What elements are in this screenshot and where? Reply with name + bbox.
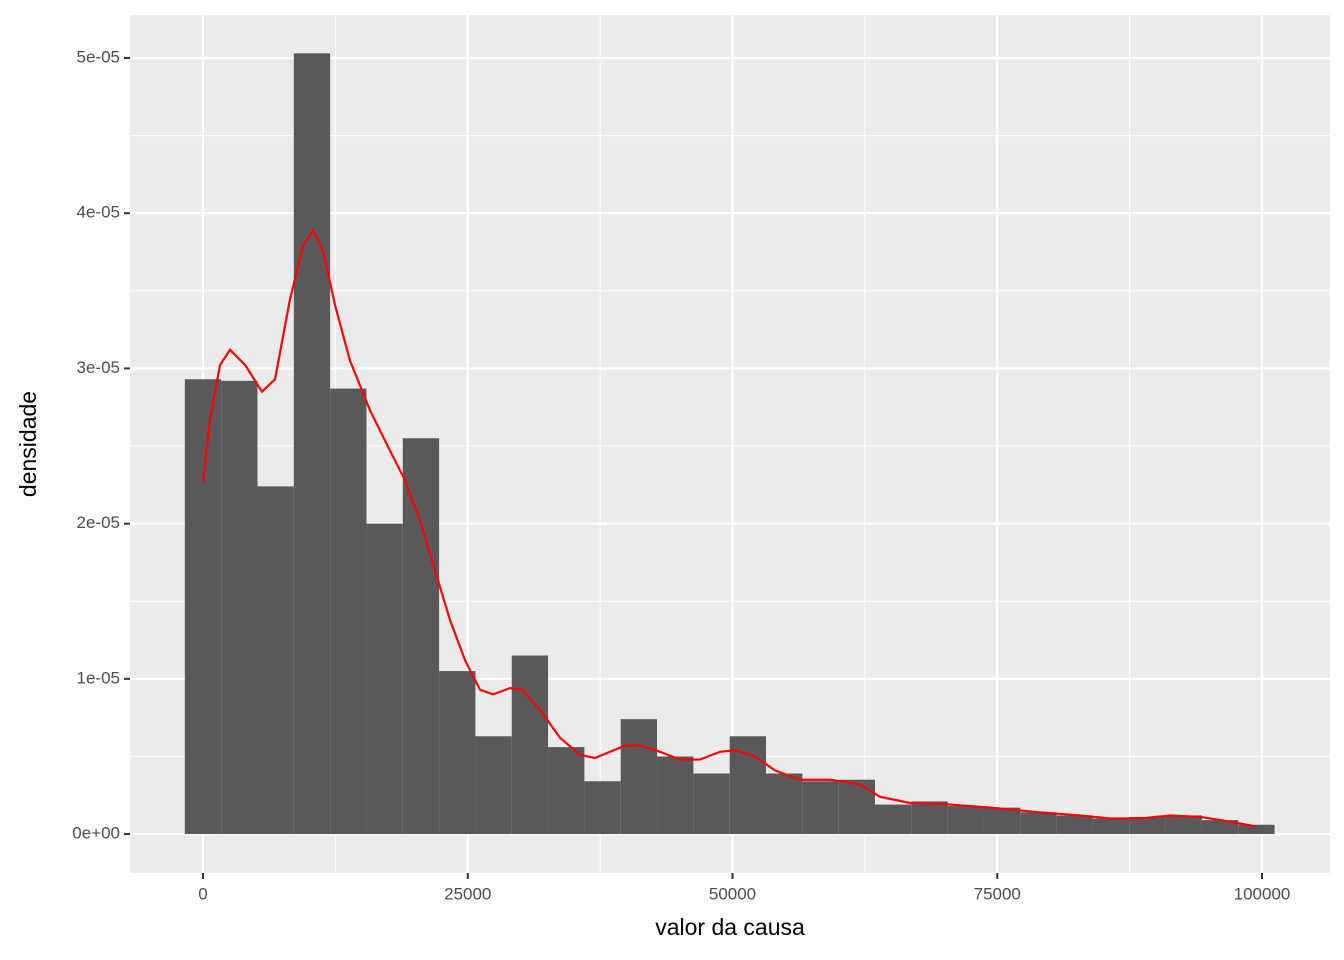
x-axis-title: valor da causa (655, 914, 805, 940)
bar (729, 736, 767, 835)
bar (1201, 820, 1239, 835)
bar (983, 807, 1021, 835)
bar (766, 773, 803, 835)
y-axis-title: densidade (15, 391, 41, 497)
x-tick-label: 100000 (1234, 884, 1291, 903)
bar (257, 486, 294, 835)
bar (402, 438, 440, 835)
bar (330, 388, 367, 835)
y-tick-label: 4e-05 (77, 203, 120, 222)
marks (184, 53, 1275, 835)
bar (293, 53, 331, 835)
x-tick-label: 50000 (709, 884, 756, 903)
bar (693, 773, 730, 835)
bar (874, 804, 912, 835)
x-tick-label: 25000 (444, 884, 491, 903)
bar (1056, 815, 1093, 835)
bar (475, 736, 512, 835)
bar (221, 380, 258, 835)
y-tick-label: 1e-05 (77, 668, 120, 687)
x-tick-label: 0 (198, 884, 207, 903)
bar (1129, 816, 1166, 835)
x-tick-label: 75000 (974, 884, 1021, 903)
y-tick-label: 0e+00 (72, 824, 120, 843)
bar (1092, 818, 1130, 835)
y-tick-label: 5e-05 (77, 47, 120, 66)
bar (1020, 812, 1057, 835)
bar (838, 779, 875, 835)
axes: 0e+00 1e-05 2e-05 3e-05 4e-05 5e-05 0 25000 5000… (72, 47, 1290, 903)
bar (620, 719, 658, 835)
density-line (201, 228, 1256, 828)
bar (947, 806, 984, 835)
bar (366, 523, 403, 835)
y-tick-label: 2e-05 (77, 513, 120, 532)
bar (1165, 815, 1202, 835)
bar (184, 379, 222, 835)
bar (1238, 824, 1275, 835)
bar (584, 781, 621, 835)
bar (911, 801, 948, 835)
bar (802, 781, 839, 835)
bar (548, 747, 585, 835)
bar (439, 671, 476, 835)
bar (511, 655, 549, 835)
y-tick-label: 3e-05 (77, 358, 120, 377)
bar (657, 756, 694, 835)
